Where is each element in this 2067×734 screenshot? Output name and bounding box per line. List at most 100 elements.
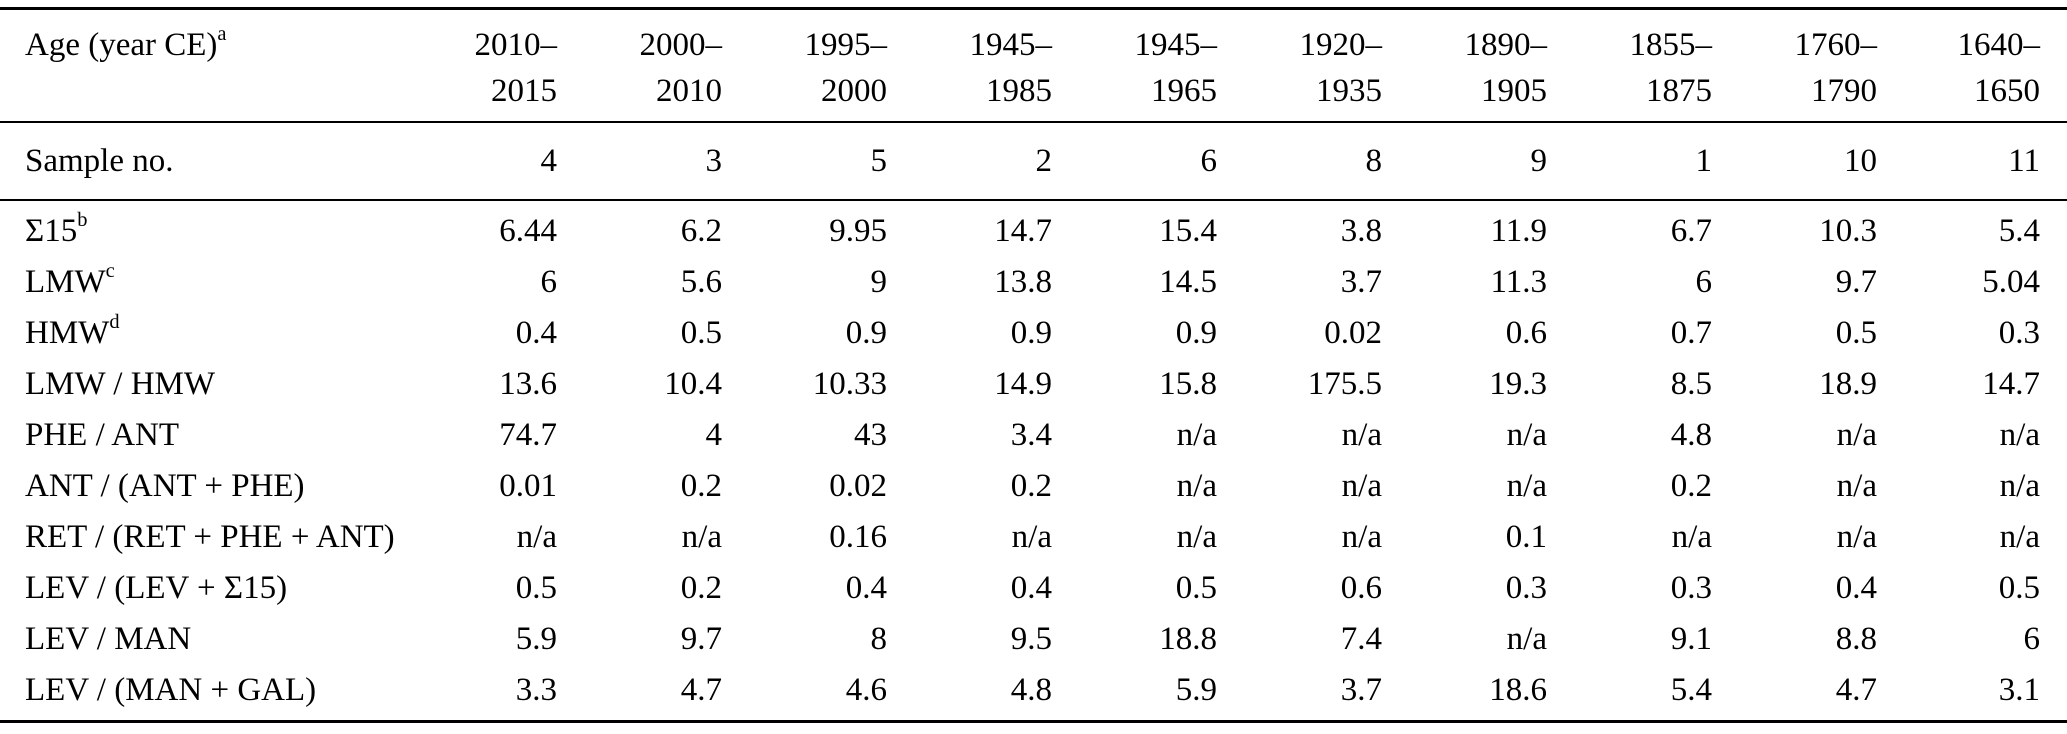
value-cell: 0.5 [1835,315,1877,351]
value-cell: 5.04 [1982,264,2040,300]
age-range-line1: 1945– [1134,27,1218,63]
row-label-text: PHE / ANT [25,417,180,453]
row-label: LEV / (MAN + GAL) [0,665,392,722]
value-cell: n/a [1999,417,2040,453]
value-cell: 3.8 [1340,213,1382,249]
row-label-text: LEV / MAN [25,621,192,657]
value-cell: 4.6 [845,672,887,708]
sample-number-cell: 11 [2008,143,2040,179]
value-cell: 9.1 [1670,621,1712,657]
row-label-text: LEV / (LEV + Σ15) [25,570,288,606]
age-range-line1: 1920– [1299,27,1383,63]
age-range-line2: 2015 [491,73,557,109]
sample-number-cell: 8 [1365,143,1383,179]
value-cell: 18.6 [1489,672,1547,708]
value-cell: 4.8 [1010,672,1052,708]
age-range-line1: 1760– [1794,27,1878,63]
row-label-text: LEV / (MAN + GAL) [25,672,317,708]
value-cell: n/a [516,519,557,555]
age-range-column-header: 1995– 2000 [722,9,888,123]
age-range-column-header: 1640– 1650 [1877,9,2067,123]
value-cell: 5.9 [1175,672,1217,708]
value-cell: 14.5 [1159,264,1217,300]
row-label-text: RET / (RET + PHE + ANT) [25,519,395,555]
age-range-column-header: 2000– 2010 [557,9,723,123]
value-cell: 8 [870,621,888,657]
value-cell: 0.3 [1670,570,1712,606]
value-cell: 0.3 [1505,570,1547,606]
value-cell: 14.9 [994,366,1052,402]
value-cell: 43 [854,417,887,453]
value-cell: 74.7 [499,417,557,453]
value-cell: 0.02 [829,468,887,504]
value-cell: 13.6 [499,366,557,402]
value-cell: 0.4 [845,570,887,606]
table-row: LEV / MAN 5.9 9.7 8 9.5 18.8 7.4 n/a 9.1 8.8 6 [0,614,2067,665]
value-cell: 15.4 [1159,213,1217,249]
age-range-line2: 1790 [1811,73,1877,109]
value-cell: n/a [1506,417,1547,453]
age-range-column-header: 1855– 1875 [1547,9,1713,123]
value-cell: n/a [1176,519,1217,555]
value-cell: n/a [1011,519,1052,555]
value-cell: n/a [1176,417,1217,453]
header-label-footnote: a [217,22,227,45]
value-cell: 6 [540,264,558,300]
value-cell: 10.3 [1819,213,1877,249]
table-body: Σ15b 6.44 6.2 9.95 14.7 15.4 3.8 11.9 6.7 10.3 5.4… [0,200,2067,722]
age-range-line2: 1935 [1316,73,1382,109]
row-label-footnote: d [109,310,120,333]
row-label-text: LMW / HMW [25,366,216,402]
value-cell: 0.6 [1505,315,1547,351]
value-cell: 0.4 [515,315,557,351]
value-cell: 9.5 [1010,621,1052,657]
value-cell: 9 [870,264,888,300]
value-cell: n/a [1999,468,2040,504]
header-row-label: Age (year CE)a [0,9,392,123]
value-cell: 9.7 [680,621,722,657]
sample-number-cell: 6 [1200,143,1218,179]
value-cell: n/a [1341,468,1382,504]
age-range-line2: 1965 [1151,73,1217,109]
value-cell: 0.2 [1010,468,1052,504]
value-cell: 7.4 [1340,621,1382,657]
sample-row-label: Sample no. [25,143,174,179]
age-range-line1: 1945– [969,27,1053,63]
age-range-line1: 1855– [1629,27,1713,63]
value-cell: 0.9 [1175,315,1217,351]
value-cell: 0.7 [1670,315,1712,351]
value-cell: 5.9 [515,621,557,657]
value-cell: 0.6 [1340,570,1382,606]
value-cell: n/a [1836,417,1877,453]
row-label: RET / (RET + PHE + ANT) [0,512,395,563]
value-cell: 0.9 [845,315,887,351]
age-range-column-header: 1920– 1935 [1217,9,1383,123]
value-cell: 4.7 [1835,672,1877,708]
row-label: LEV / MAN [0,614,392,665]
age-range-line1: 1890– [1464,27,1548,63]
value-cell: 175.5 [1307,366,1382,402]
table-row: LEV / (LEV + Σ15) 0.5 0.2 0.4 0.4 0.5 0.6 0.3 0.… [0,563,2067,614]
table-row: HMWd 0.4 0.5 0.9 0.9 0.9 0.02 0.6 0.7 0.5 0.3 [0,308,2067,359]
sample-number-cell: 10 [1844,143,1877,179]
header-label-text: Age (year CE) [25,27,218,63]
value-cell: 3.4 [1010,417,1052,453]
table-header: Age (year CE)a 2010– 2015 2000– 2010 1995– 200… [0,9,2067,123]
table-row: PHE / ANT 74.7 4 43 3.4 n/a n/a n/a 4.8 n/a n/a [0,410,2067,461]
value-cell: 0.3 [1998,315,2040,351]
value-cell: n/a [1506,468,1547,504]
row-label: LMW / HMW [0,359,392,410]
value-cell: 5.4 [1998,213,2040,249]
table-row: Σ15b 6.44 6.2 9.95 14.7 15.4 3.8 11.9 6.7 10.3 5.4 [0,200,2067,257]
value-cell: 6.44 [499,213,557,249]
value-cell: 3.7 [1340,672,1382,708]
value-cell: 6.2 [680,213,722,249]
age-range-column-header: 1760– 1790 [1712,9,1878,123]
sample-number-cell: 3 [705,143,723,179]
age-range-column-header: 2010– 2015 [392,9,558,123]
sample-number-cell: 1 [1695,143,1713,179]
value-cell: 0.5 [1175,570,1217,606]
age-range-line1: 2000– [639,27,723,63]
row-label-text: LMW [25,264,106,300]
